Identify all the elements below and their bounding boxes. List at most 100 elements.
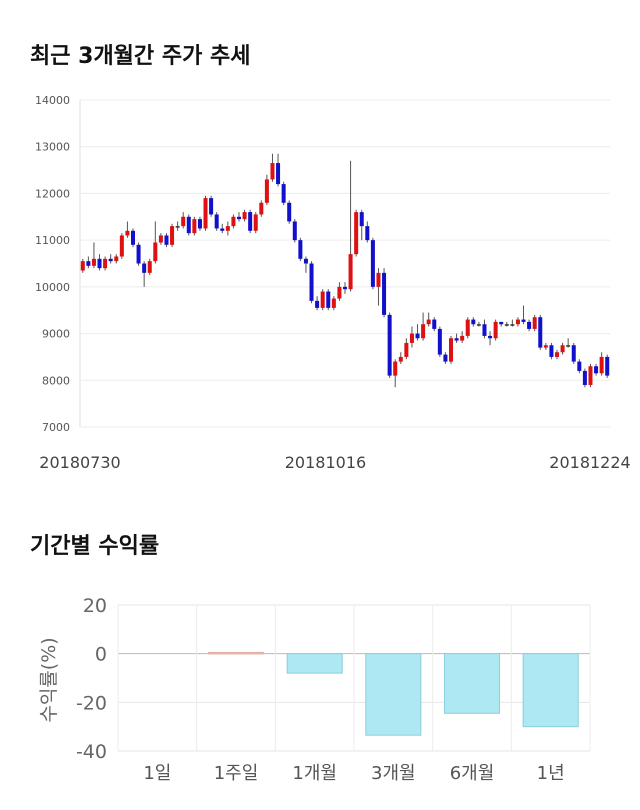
stock-price-candlestick-chart: 7000 8000 9000 10000 11000 12000 13000 14000 201… [35, 94, 631, 472]
candle [504, 321, 509, 327]
candle [130, 228, 136, 248]
x-category-label: 1개월 [292, 763, 337, 784]
candle-body [421, 324, 426, 339]
candle [382, 268, 387, 318]
candle-body [437, 328, 442, 355]
candle-body [404, 342, 409, 357]
x-category-label: 1년 [537, 763, 565, 784]
candle [309, 261, 314, 304]
candle [421, 312, 426, 341]
candle [303, 256, 308, 273]
candle [532, 314, 537, 332]
candle [437, 326, 442, 357]
candle [298, 237, 303, 262]
candle-body [164, 235, 169, 245]
candle [264, 174, 269, 206]
candle [197, 216, 202, 231]
candle [354, 209, 359, 257]
candle [125, 221, 130, 238]
candle-body [543, 345, 548, 348]
candle-body [142, 263, 147, 273]
candle-body [125, 230, 130, 236]
candle [493, 319, 498, 341]
candle-body [376, 272, 381, 287]
candle [242, 209, 247, 222]
candle-body [594, 366, 599, 374]
candle [348, 160, 353, 292]
y-tick-label: 8000 [42, 374, 70, 387]
candle [359, 209, 364, 241]
y-tick-label: 13000 [35, 141, 70, 154]
candle-body [136, 244, 141, 264]
candle-body [582, 370, 587, 385]
candle-body [460, 335, 465, 341]
candle-body [242, 212, 247, 220]
candle-body [432, 319, 437, 329]
candle-body [303, 258, 308, 264]
candle-body [192, 219, 197, 234]
candle [276, 153, 281, 187]
candle [236, 212, 242, 222]
candle [432, 317, 437, 332]
candle [387, 312, 392, 378]
candle [292, 219, 297, 243]
candle [599, 352, 604, 376]
candle [426, 312, 431, 327]
return-bar [443, 653, 501, 714]
period-return-title: 기간별 수익률 [30, 534, 160, 559]
candle [566, 338, 571, 348]
candle [331, 296, 336, 311]
candle-body [270, 163, 275, 180]
candle [225, 221, 230, 236]
candle [527, 319, 532, 332]
candle [443, 352, 448, 364]
candle-body [86, 261, 91, 266]
candle-body [499, 321, 504, 325]
candle [482, 319, 487, 339]
candle-body [231, 216, 236, 227]
candle [142, 261, 147, 287]
candle-body [186, 216, 191, 234]
x-category-label: 1주일 [214, 763, 259, 784]
candle-body [158, 235, 163, 243]
candle-body [147, 261, 152, 273]
candle-body [398, 356, 403, 362]
candle-body [605, 356, 610, 376]
y-tick-label: 7000 [42, 421, 70, 434]
return-bar [365, 653, 422, 736]
candle [365, 221, 370, 243]
candle [114, 254, 119, 264]
candle-body [225, 226, 230, 231]
candle [515, 317, 520, 327]
stock-trend-title: 최근 3개월간 주가 추세 [30, 44, 251, 69]
candle-body [354, 212, 359, 255]
candle-body [471, 319, 476, 325]
candle [209, 195, 214, 217]
candle [476, 321, 481, 327]
y-tick-label: 9000 [42, 328, 70, 341]
candle [91, 242, 96, 269]
candle-body [359, 212, 364, 227]
return-bar [522, 653, 579, 728]
candle-body [476, 324, 481, 326]
candle-body [91, 258, 96, 266]
candle-body [114, 256, 119, 262]
candle [605, 354, 610, 378]
candle-body [287, 202, 292, 222]
candle-body [119, 235, 124, 257]
y-tick-label: -20 [76, 692, 107, 714]
candle-body [515, 319, 520, 325]
candle-body [393, 361, 398, 376]
candle-body [253, 214, 258, 231]
candle [409, 326, 414, 348]
candle [315, 296, 320, 311]
candle [220, 223, 225, 234]
candle-body [175, 226, 180, 228]
candle-body [103, 258, 108, 269]
candle-body [181, 216, 186, 227]
candle [454, 333, 459, 343]
candle [543, 342, 548, 350]
candle-body [532, 317, 537, 329]
candle [398, 352, 403, 364]
